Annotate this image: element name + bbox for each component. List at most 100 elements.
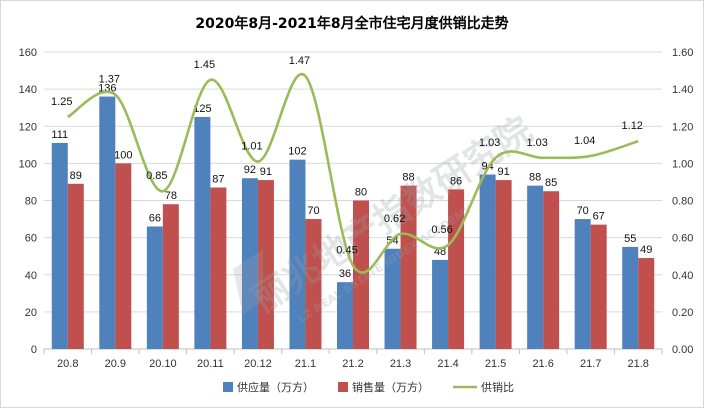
- left-axis-tick: 160: [19, 47, 37, 59]
- bar-supply: [574, 219, 591, 349]
- bar-supply: [479, 174, 496, 349]
- x-axis-tick: 20.11: [197, 358, 224, 370]
- bar-sales-label: 87: [212, 174, 224, 186]
- legend-supply-label: 供应量（万方）: [237, 380, 314, 394]
- ratio-label: 1.04: [574, 135, 595, 147]
- ratio-label: 0.62: [384, 213, 405, 225]
- left-axis-tick: 100: [19, 158, 37, 170]
- right-axis-tick: 1.00: [672, 158, 693, 170]
- bar-supply: [194, 116, 211, 349]
- bar-sales-label: 70: [307, 205, 319, 217]
- legend-ratio-label: 供销比: [481, 380, 514, 394]
- bar-sales: [210, 187, 227, 349]
- bar-supply: [146, 226, 163, 349]
- bar-supply: [384, 248, 401, 349]
- bar-sales: [115, 163, 132, 349]
- x-axis-tick: 20.10: [149, 358, 177, 370]
- bar-sales-label: 91: [497, 166, 509, 178]
- bar-sales-label: 88: [402, 172, 414, 184]
- bar-supply-label: 88: [529, 172, 541, 184]
- x-axis-tick: 21.8: [628, 358, 649, 370]
- bar-supply: [289, 159, 306, 349]
- bar-sales-label: 89: [70, 170, 82, 182]
- bar-supply: [527, 185, 544, 349]
- bar-sales-label: 49: [640, 244, 652, 256]
- left-axis-tick: 120: [19, 121, 37, 133]
- ratio-label: 1.01: [241, 141, 262, 153]
- bar-supply-label: 125: [193, 103, 211, 115]
- left-axis-tick: 80: [25, 196, 37, 208]
- bar-supply: [99, 96, 116, 349]
- bar-sales: [257, 180, 274, 349]
- right-axis-tick: 0.60: [672, 233, 693, 245]
- bar-supply-label: 36: [339, 268, 351, 280]
- x-axis-tick: 21.4: [437, 358, 458, 370]
- ratio-line: [67, 72, 639, 274]
- left-axis-tick: 0: [31, 344, 37, 356]
- right-axis-tick: 0.40: [672, 270, 693, 282]
- ratio-label: 1.45: [194, 59, 215, 71]
- bar-supply: [337, 282, 353, 349]
- bar-sales: [638, 258, 655, 349]
- bar-sales: [400, 185, 417, 349]
- x-axis-tick: 21.2: [342, 358, 363, 370]
- ratio-label: 1.47: [289, 55, 310, 67]
- x-axis-tick: 20.8: [57, 358, 78, 370]
- x-axis-tick: 21.6: [532, 358, 553, 370]
- ratio-label: 1.12: [622, 120, 643, 132]
- x-axis-tick: 21.3: [390, 358, 411, 370]
- left-axis-tick: 140: [19, 84, 37, 96]
- legend-sales-swatch: [338, 382, 348, 392]
- bar-supply: [51, 142, 68, 349]
- ratio-label: 1.25: [51, 96, 72, 108]
- bar-sales: [353, 200, 369, 349]
- right-axis-tick: 1.60: [672, 47, 693, 59]
- bar-sales: [162, 204, 179, 349]
- left-axis-tick: 20: [25, 307, 37, 319]
- x-axis-tick: 21.5: [485, 358, 506, 370]
- bar-sales-label: 100: [114, 149, 132, 161]
- bar-supply-label: 66: [149, 212, 161, 224]
- ratio-label: 0.45: [336, 244, 357, 256]
- right-axis-tick: 0.00: [672, 344, 693, 356]
- bar-supply-label: 55: [624, 233, 636, 245]
- left-axis-tick: 40: [25, 270, 37, 282]
- ratio-label: 1.37: [99, 74, 120, 86]
- bar-sales-label: 91: [260, 166, 272, 178]
- x-axis-tick: 21.1: [295, 358, 316, 370]
- bar-supply-label: 92: [244, 164, 256, 176]
- bar-sales: [590, 224, 607, 349]
- right-axis-tick: 1.40: [672, 84, 693, 96]
- ratio-label: 1.03: [479, 137, 500, 149]
- bar-sales: [543, 191, 560, 349]
- bar-sales-label: 85: [545, 177, 557, 189]
- bar-sales: [67, 183, 84, 349]
- bar-sales: [305, 219, 322, 349]
- left-axis-tick: 60: [25, 233, 37, 245]
- ratio-label: 1.03: [526, 137, 547, 149]
- right-axis-tick: 1.20: [672, 121, 693, 133]
- watermark-logo: [233, 249, 263, 315]
- bar-supply-label: 111: [51, 129, 68, 141]
- bar-sales: [495, 180, 512, 349]
- ratio-label: 0.56: [431, 224, 452, 236]
- right-axis-tick: 0.20: [672, 307, 693, 319]
- chart-title: 2020年8月-2021年8月全市住宅月度供销比走势: [195, 16, 509, 32]
- ratio-label: 0.85: [146, 170, 167, 182]
- bar-supply: [432, 259, 449, 349]
- x-axis-tick: 20.12: [244, 358, 272, 370]
- right-axis-tick: 0.80: [672, 196, 693, 208]
- bar-sales-label: 86: [450, 175, 462, 187]
- bar-supply: [622, 246, 639, 349]
- x-axis-tick: 21.7: [580, 358, 601, 370]
- bar-supply: [241, 178, 258, 349]
- legend-supply-swatch: [223, 382, 233, 392]
- bar-sales-label: 67: [593, 211, 605, 223]
- legend-sales-label: 销售量（万方）: [352, 380, 429, 394]
- bar-sales-label: 80: [355, 187, 367, 199]
- bar-sales-label: 78: [165, 190, 177, 202]
- x-axis-tick: 20.9: [105, 358, 126, 370]
- bar-supply-label: 102: [288, 146, 306, 158]
